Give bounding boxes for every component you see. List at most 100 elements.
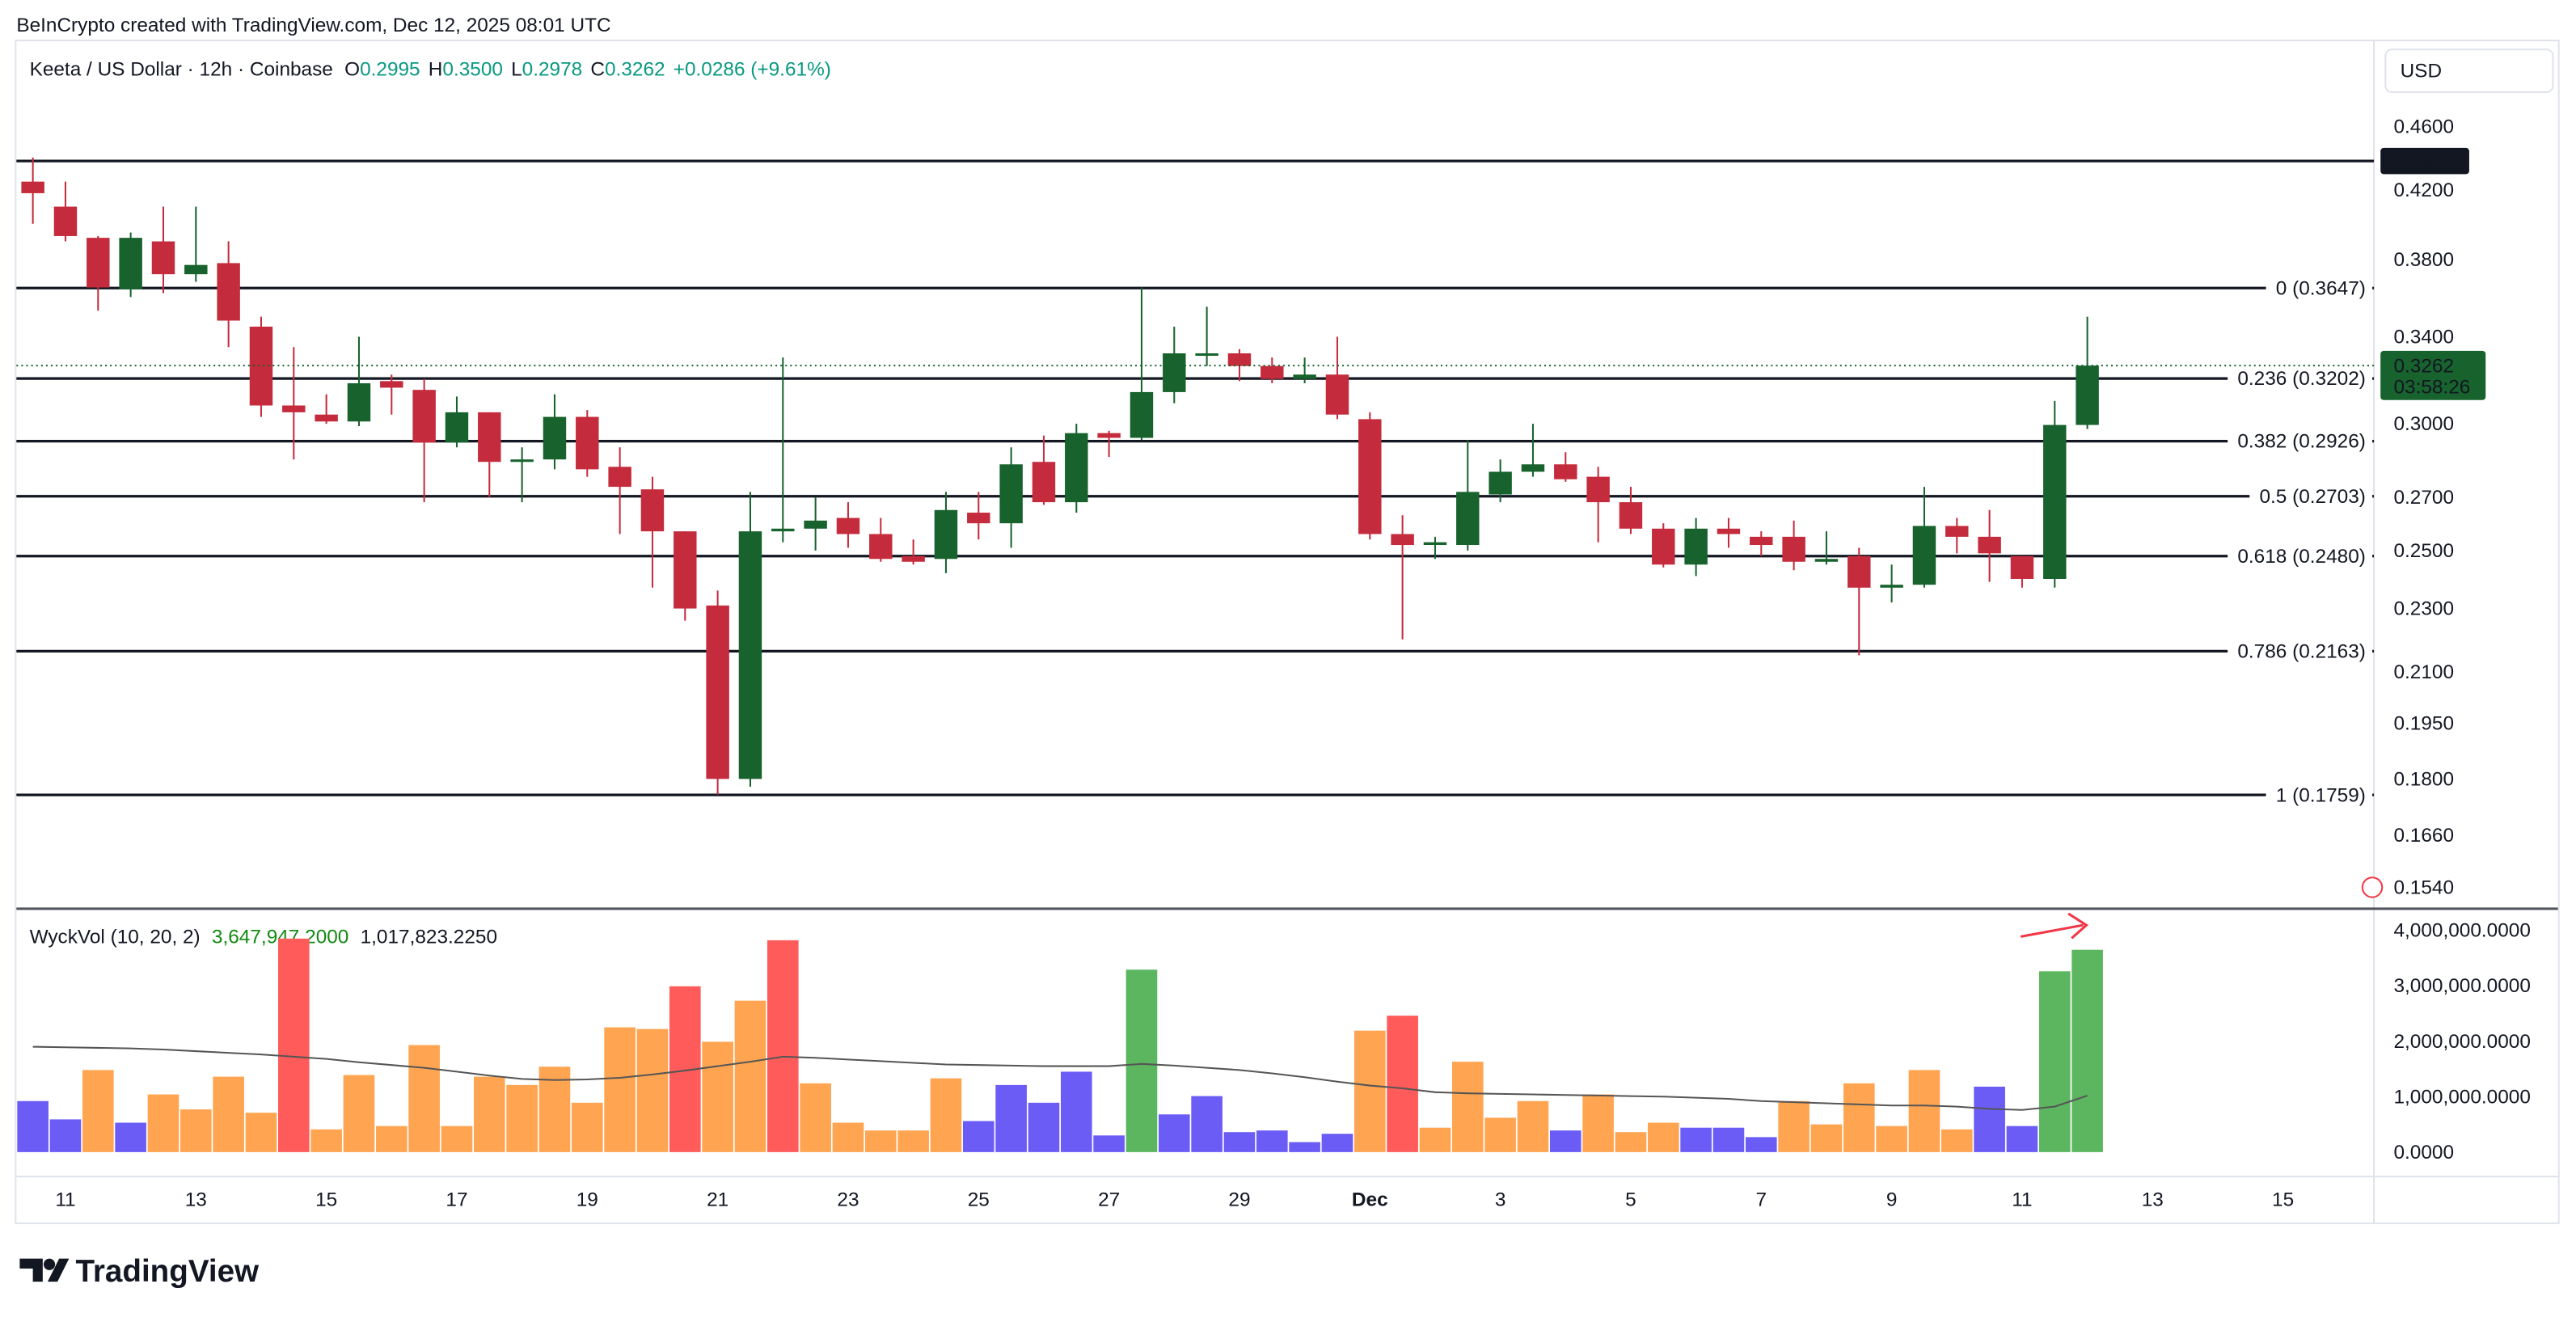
- candle-body: [412, 390, 436, 443]
- fib-label-bg: [2228, 365, 2373, 392]
- volume-bar: [1093, 1135, 1125, 1152]
- fib-label-bg: [2266, 274, 2373, 302]
- y-tick-label: 0.2700: [2393, 487, 2454, 509]
- candle-body: [510, 459, 534, 462]
- volume-bar: [800, 1083, 831, 1152]
- volume-bar: [1419, 1127, 1451, 1152]
- candle-body: [640, 489, 665, 532]
- candle-body: [87, 238, 110, 288]
- y-tick-label: 0.1540: [2393, 877, 2454, 899]
- candle-body: [1163, 353, 1186, 392]
- volume-tick-label: 2,000,000.0000: [2393, 1031, 2530, 1053]
- volume-bar: [115, 1122, 146, 1152]
- volume-bar: [245, 1113, 277, 1152]
- arrow-shaft: [2020, 923, 2084, 938]
- candle-body: [1325, 374, 1349, 415]
- volume-bar: [1125, 969, 1158, 1152]
- candle-body: [347, 383, 371, 422]
- currency-button[interactable]: [2384, 49, 2554, 94]
- fib-label: 0.786 (0.2163): [2237, 641, 2366, 663]
- candle-body: [1423, 542, 1447, 546]
- candle-body: [1554, 464, 1577, 479]
- fib-label: 0.618 (0.2480): [2237, 546, 2366, 568]
- x-tick-label: 5: [1625, 1189, 1636, 1211]
- ohlc-key: H: [429, 59, 443, 81]
- volume-bar: [604, 1027, 636, 1152]
- volume-bar: [49, 1119, 82, 1152]
- candle-body: [1130, 391, 1154, 438]
- candle-body: [1521, 464, 1545, 472]
- candle-body: [380, 381, 403, 388]
- volume-bar: [473, 1076, 505, 1152]
- volume-bar: [1582, 1094, 1614, 1152]
- x-tick-label: 7: [1756, 1189, 1767, 1211]
- candle-body: [21, 181, 44, 193]
- alert-icon: [2361, 876, 2384, 898]
- price-line-tag: [2380, 147, 2469, 175]
- currency-label[interactable]: USD: [2401, 61, 2442, 82]
- volume-bar: [1745, 1137, 1777, 1152]
- volume-ma-line: [32, 1045, 2088, 1111]
- x-tick-label: 25: [968, 1189, 990, 1211]
- volume-bar: [1908, 1070, 1940, 1152]
- x-tick-label: 19: [576, 1189, 598, 1211]
- candle-body: [1195, 353, 1218, 357]
- fib-label: 0.236 (0.3202): [2237, 368, 2366, 390]
- ohlc-value: 0.3262: [605, 59, 665, 81]
- x-tick-label: 21: [707, 1189, 728, 1211]
- candle-body: [1032, 462, 1056, 503]
- volume-bar: [1387, 1016, 1418, 1152]
- volume-bar: [864, 1130, 897, 1152]
- volume-bar: [1647, 1122, 1679, 1152]
- candle-body: [1097, 433, 1121, 438]
- volume-tick-label: 1,000,000.0000: [2393, 1086, 2530, 1108]
- y-tick-label: 0.4600: [2393, 116, 2454, 138]
- volume-bar: [1451, 1062, 1484, 1152]
- volume-bar: [995, 1084, 1027, 1152]
- ohlc-key: C: [590, 59, 605, 81]
- candle-body: [869, 534, 893, 560]
- fib-label: 1 (0.1759): [2276, 784, 2366, 806]
- volume-bar: [1158, 1114, 1190, 1152]
- y-tick-label: 0.3000: [2393, 413, 2454, 435]
- candle-body: [1227, 353, 1252, 366]
- fib-label-bg: [2228, 543, 2373, 570]
- candle-body: [1814, 559, 1839, 562]
- candle-body: [902, 555, 925, 562]
- brand-logo: TradingView: [19, 1254, 260, 1289]
- brand-name: TradingView: [75, 1254, 260, 1289]
- candle-body: [738, 531, 762, 779]
- indicator-title: WyckVol (10, 20, 2): [30, 927, 201, 948]
- volume-bar: [441, 1126, 473, 1152]
- x-tick-label: 9: [1886, 1189, 1898, 1211]
- volume-bar: [506, 1084, 538, 1152]
- candle-body: [1880, 585, 1903, 588]
- price-change: +0.0286 (+9.61%): [674, 59, 831, 81]
- fib-label-bg: [2266, 781, 2373, 809]
- symbol-title: Keeta / US Dollar · 12h · Coinbase: [30, 59, 333, 81]
- y-tick-label: 0.2300: [2393, 598, 2454, 620]
- volume-bar: [962, 1121, 995, 1152]
- volume-bar: [538, 1066, 571, 1152]
- volume-bar: [734, 1000, 766, 1152]
- volume-bar: [832, 1122, 864, 1152]
- candle-body: [1684, 528, 1708, 565]
- volume-bar: [1060, 1071, 1092, 1152]
- volume-bar: [310, 1129, 342, 1152]
- candle-body: [934, 509, 958, 560]
- volume-bar: [82, 1070, 114, 1152]
- volume-bar: [179, 1109, 212, 1152]
- x-tick-label: 29: [1228, 1189, 1250, 1211]
- candle-body: [1065, 433, 1088, 503]
- y-tick-label: 0.1660: [2393, 825, 2454, 847]
- y-tick-label: 0.3800: [2393, 249, 2454, 271]
- volume-bar: [1974, 1086, 2005, 1152]
- candle-body: [674, 531, 697, 609]
- fib-label-bg: [2249, 483, 2373, 510]
- y-tick-label: 0.1800: [2393, 768, 2454, 790]
- current-price-label: 0.3262: [2393, 355, 2454, 377]
- volume-bar: [1517, 1100, 1549, 1152]
- x-tick-label: 3: [1495, 1189, 1506, 1211]
- fib-label: 0.5 (0.2703): [2259, 486, 2365, 508]
- volume-bar: [147, 1094, 179, 1152]
